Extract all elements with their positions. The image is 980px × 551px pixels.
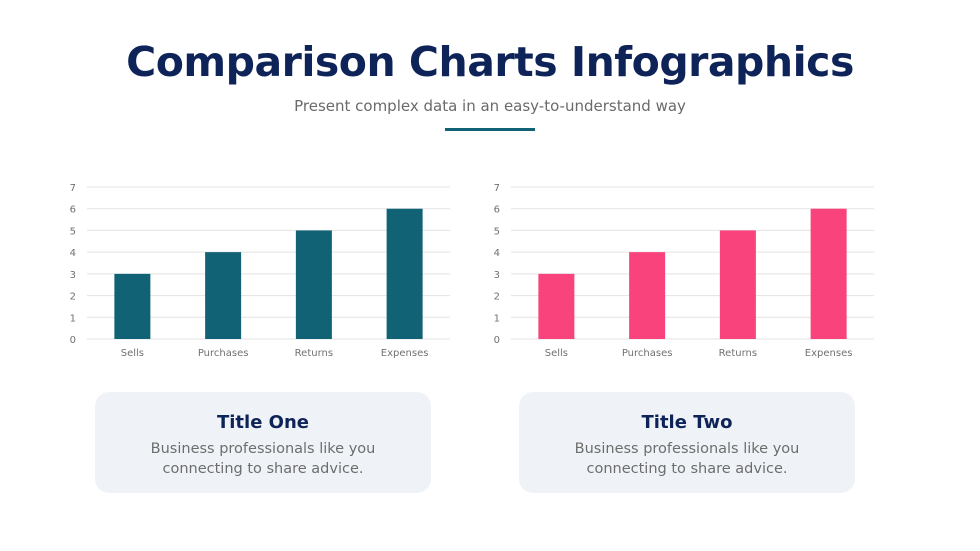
y-tick-label: 5 bbox=[494, 226, 500, 237]
card-text: Business professionals like you connecti… bbox=[574, 441, 800, 477]
y-tick-label: 6 bbox=[70, 205, 76, 216]
bar-purchases bbox=[629, 252, 666, 339]
x-tick-label: Expenses bbox=[381, 348, 429, 359]
bar-purchases bbox=[205, 252, 242, 339]
info-card-one: Title One Business professionals like yo… bbox=[95, 392, 431, 493]
y-tick-label: 3 bbox=[70, 270, 76, 281]
x-tick-label: Expenses bbox=[805, 348, 853, 359]
y-tick-label: 6 bbox=[494, 205, 500, 216]
card-text: Business professionals like you connecti… bbox=[150, 441, 376, 477]
bar-expenses bbox=[386, 208, 423, 339]
y-tick-label: 1 bbox=[494, 313, 500, 324]
accent-divider bbox=[445, 128, 535, 131]
card-title: Title One bbox=[216, 412, 310, 433]
x-tick-label: Sells bbox=[121, 348, 144, 359]
y-tick-label: 2 bbox=[70, 292, 76, 303]
info-card-two: Title Two Business professionals like yo… bbox=[519, 392, 855, 493]
y-tick-label: 1 bbox=[70, 313, 76, 324]
bar-returns bbox=[295, 230, 332, 339]
x-tick-label: Purchases bbox=[622, 348, 673, 359]
y-tick-label: 7 bbox=[70, 183, 76, 194]
y-tick-label: 0 bbox=[70, 335, 76, 346]
y-tick-label: 4 bbox=[494, 248, 500, 259]
x-tick-label: Returns bbox=[295, 348, 333, 359]
y-tick-label: 4 bbox=[70, 248, 76, 259]
y-tick-label: 2 bbox=[494, 292, 500, 303]
bar-chart-two: 0 1 2 3 4 5 6 7 Sells Purchases Returns Expenses bbox=[494, 183, 874, 359]
page-subtitle: Present complex data in an easy-to-under… bbox=[294, 97, 686, 115]
x-tick-label: Returns bbox=[719, 348, 757, 359]
page-title: Comparison Charts Infographics bbox=[126, 38, 854, 86]
y-tick-label: 0 bbox=[494, 335, 500, 346]
bar-chart-one: 0 1 2 3 4 5 6 7 Sells Purchases Returns Expenses bbox=[70, 183, 450, 359]
y-tick-label: 7 bbox=[494, 183, 500, 194]
bar-sells bbox=[538, 273, 575, 339]
y-tick-label: 5 bbox=[70, 226, 76, 237]
bar-returns bbox=[719, 230, 756, 339]
bar-expenses bbox=[810, 208, 847, 339]
bar-sells bbox=[114, 273, 151, 339]
card-title: Title Two bbox=[641, 412, 733, 433]
x-tick-label: Purchases bbox=[198, 348, 249, 359]
y-tick-label: 3 bbox=[494, 270, 500, 281]
x-tick-label: Sells bbox=[545, 348, 568, 359]
